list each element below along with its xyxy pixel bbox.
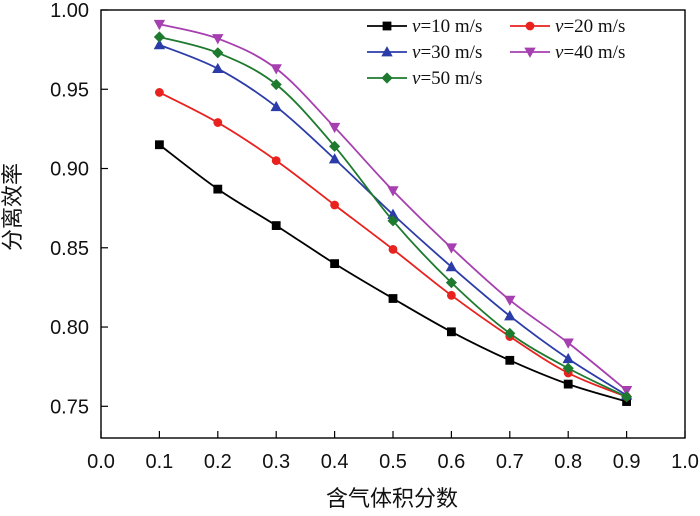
data-point	[153, 31, 165, 43]
x-tick-label: 0.8	[554, 451, 582, 473]
y-tick-label: 0.90	[50, 159, 89, 181]
legend-marker	[381, 46, 393, 57]
data-point	[504, 310, 516, 321]
legend-entry: v=40 m/s	[510, 42, 625, 63]
data-point	[328, 153, 341, 164]
data-point	[621, 391, 633, 403]
legend-entry: v=10 m/s	[367, 16, 482, 37]
legend-entry: v=20 m/s	[510, 16, 625, 37]
series-5	[153, 31, 633, 403]
x-tick-label: 0.7	[496, 451, 524, 473]
x-tick-label: 0.9	[613, 451, 641, 473]
data-point	[271, 156, 281, 165]
series-1	[154, 140, 631, 406]
legend-marker	[525, 21, 535, 31]
data-point	[562, 338, 574, 349]
data-point	[153, 19, 166, 31]
data-point	[330, 200, 340, 210]
y-tick-label: 1.00	[50, 0, 89, 22]
data-point	[212, 34, 224, 45]
series-line	[158, 144, 627, 403]
data-point	[445, 243, 458, 254]
series-line	[159, 23, 628, 392]
data-point	[271, 221, 281, 230]
legend-label: v=30 m/s	[412, 42, 482, 63]
data-point	[213, 118, 223, 127]
legend-marker	[382, 21, 392, 31]
legend-label: v=40 m/s	[555, 42, 625, 63]
x-tick-label: 0.0	[87, 451, 115, 473]
x-tick-label: 0.1	[145, 451, 173, 473]
y-axis-title: 分离效率	[1, 163, 26, 251]
data-point	[154, 140, 164, 150]
legend-label: v=10 m/s	[412, 16, 482, 37]
x-tick-label: 0.4	[321, 451, 349, 473]
x-tick-label: 0.3	[262, 451, 290, 473]
data-point	[270, 100, 282, 112]
data-point	[330, 259, 340, 269]
data-point	[270, 64, 282, 75]
data-point	[504, 295, 516, 306]
legend-marker	[524, 47, 536, 58]
data-point	[270, 78, 282, 91]
data-point	[154, 88, 164, 97]
series-4	[153, 19, 633, 397]
data-point	[387, 186, 399, 197]
x-tick-label: 0.2	[204, 451, 232, 473]
data-point	[153, 39, 166, 50]
series-layer	[153, 19, 633, 406]
x-tick-label: 0.6	[437, 451, 465, 473]
y-tick-label: 0.95	[50, 79, 89, 101]
data-point	[328, 122, 341, 134]
data-point	[388, 244, 398, 254]
y-tick-label: 0.80	[50, 317, 89, 339]
data-point	[387, 215, 399, 227]
data-point	[505, 355, 515, 365]
x-tick-label: 0.5	[379, 451, 407, 473]
y-tick-label: 0.75	[50, 396, 89, 418]
data-point	[388, 294, 398, 303]
legend-marker	[381, 72, 393, 84]
legend: v=10 m/s v=20 m/s v=30 m/s v=40 m/s v=50 m/s	[367, 16, 625, 89]
data-point	[445, 277, 457, 289]
data-point	[562, 362, 574, 374]
data-point	[329, 140, 341, 152]
data-point	[213, 184, 223, 194]
x-tick-label: 1.0	[671, 451, 699, 473]
data-point	[445, 260, 458, 272]
axes-layer: 0.0 0.1 0.2 0.3 0.4 0.5 0.6 0.7 0.8 0.9 1.0 0.75 0.8…	[50, 0, 699, 473]
data-point	[504, 327, 516, 339]
legend-label: v=50 m/s	[412, 68, 482, 89]
data-point	[212, 47, 224, 59]
legend-entry: v=30 m/s	[367, 42, 482, 63]
data-point	[562, 352, 574, 364]
data-point	[446, 327, 456, 337]
y-tick-label: 0.85	[50, 238, 89, 260]
data-point	[446, 290, 456, 300]
legend-entry: v=50 m/s	[367, 68, 482, 89]
data-point	[620, 386, 633, 397]
legend-label: v=20 m/s	[555, 16, 625, 37]
data-point	[212, 62, 224, 74]
data-point	[563, 379, 573, 389]
series-2	[154, 88, 631, 402]
x-axis-title: 含气体积分数	[326, 487, 458, 512]
